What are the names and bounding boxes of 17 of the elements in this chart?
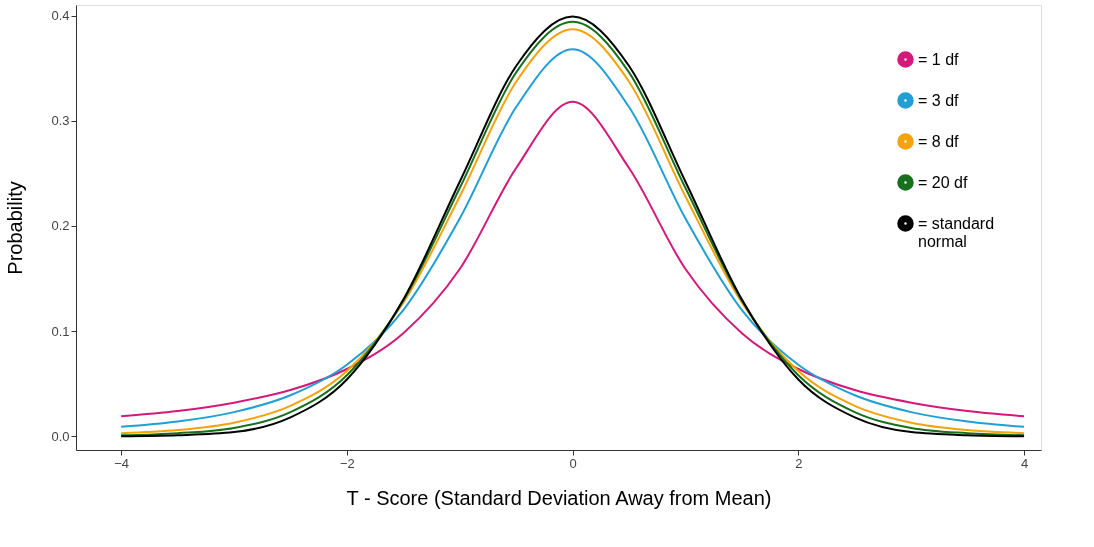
y-tick-label: 0.3 <box>51 113 70 129</box>
legend-label: = 8 df <box>918 132 960 150</box>
x-tick-label: −2 <box>339 455 355 471</box>
legend-label: = 3 df <box>918 91 960 109</box>
y-tick-label: 0.4 <box>51 8 70 24</box>
x-tick-label: −4 <box>114 455 130 471</box>
legend-label: = 20 df <box>918 173 968 191</box>
legend-label: = standard normal <box>918 214 995 250</box>
x-tick-label: 2 <box>795 455 803 471</box>
legend-label: = 1 df <box>918 50 960 68</box>
x-tick-label: 4 <box>1020 455 1029 471</box>
y-axis-title: Probability <box>4 181 27 275</box>
y-tick-label: 0.2 <box>51 218 70 234</box>
y-tick-label: 0.0 <box>51 428 70 444</box>
y-tick-label: 0.1 <box>51 323 70 339</box>
x-tick-label: 0 <box>569 455 577 471</box>
x-axis-title: T - Score (Standard Deviation Away from Mean) <box>346 486 772 509</box>
